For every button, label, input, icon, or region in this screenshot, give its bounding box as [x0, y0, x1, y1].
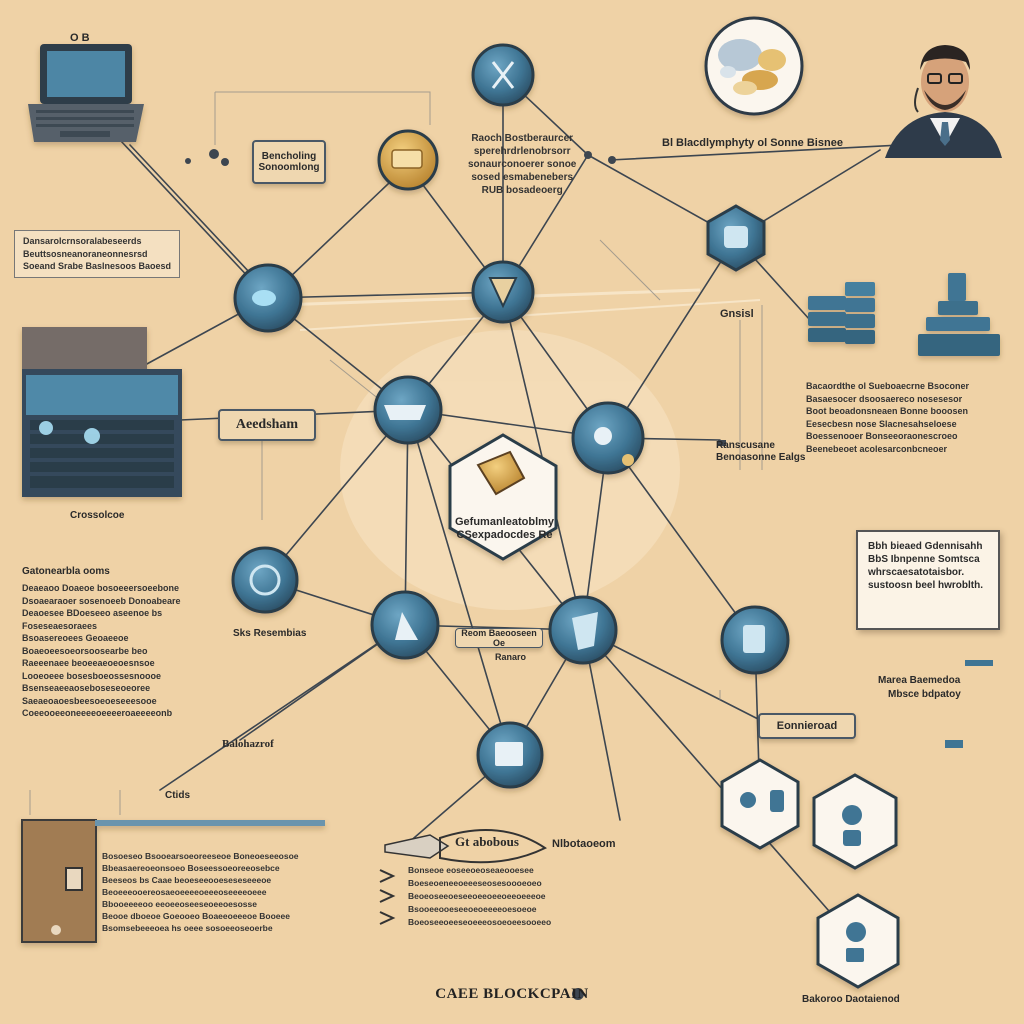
ribbon-banner	[379, 829, 548, 925]
node-hexagon	[720, 758, 800, 850]
label-ctide: Ctids	[165, 790, 190, 801]
label-aeedsham: Aeedsham	[218, 409, 316, 441]
laptop-caption: O B	[70, 32, 90, 44]
label-ranaro: Ranaro	[495, 652, 527, 662]
label-eonnieroad: Eonnieroad	[758, 713, 856, 739]
node-hexagon	[706, 204, 766, 272]
node-circle	[476, 721, 544, 789]
label-balohazrof: Balohazrof	[222, 738, 274, 750]
node-hexagon	[812, 773, 898, 870]
page-title: CAEE BLOCKCPAIN	[435, 986, 589, 1002]
label-sandshop: Bencholing Sonoomlong	[252, 140, 326, 184]
database-stack-icon	[808, 282, 875, 344]
label-sks-resembias: Sks Resembias	[233, 628, 307, 639]
thin-guide-lines	[29, 91, 763, 815]
person-avatar	[885, 45, 1002, 158]
node-circle	[471, 43, 535, 107]
paragraph-bottom-mid: Bonseoe eoseeoeoseaeooesee Boeseoeneeoee…	[408, 865, 552, 927]
node-circle	[548, 595, 618, 665]
label-reopooseen: Reom Baeooseen Oe	[455, 628, 543, 648]
top-middle-note: Raoch Bostberaurcer sperehrdrlenobrsorr …	[468, 133, 577, 196]
node-circle	[471, 260, 535, 324]
node-circle	[373, 375, 443, 445]
paragraph-bottom-left: Bosoeseo Bsooearsoeoreeseoe Boneoeseeoso…	[102, 851, 299, 933]
center-caption: Gefumanleatoblmy CSexpadocdes Re	[455, 516, 555, 541]
node-circle	[720, 605, 790, 675]
label-vscenemiad: Marea Baemedoa	[878, 675, 961, 686]
node-hexagon	[816, 893, 900, 989]
node-hexagon-center	[448, 433, 558, 561]
label-nliboatsr: Nlbotaoeom	[552, 838, 616, 850]
server-pyramid-icon	[918, 273, 1000, 356]
label-gatoneanl: Gatonearbla ooms	[22, 566, 110, 577]
nodes	[231, 43, 900, 989]
node-circle-gold	[377, 129, 439, 191]
paragraph-left-top: Dansarolcrnsoralabeseerds Beuttsosneanor…	[14, 230, 181, 278]
label-aresiden: Bakoroo Daotaienod	[802, 994, 900, 1005]
label-gnssl: Gnsisl	[720, 308, 754, 320]
top-right-label: Bl Blacdlymphyty ol Sonne Bisnee	[662, 137, 843, 149]
coins-badge-icon	[704, 16, 804, 116]
node-circle	[233, 263, 303, 333]
node-circle	[231, 546, 299, 614]
label-crossolcoe: Crossolcoe	[70, 510, 125, 521]
label-gt-abobous: Gt abobous	[455, 834, 519, 849]
label-ranscusane: Ranscusane Benoasonne Ealgs	[716, 440, 806, 463]
node-circle	[571, 401, 645, 475]
keyboard-terminal-icon	[22, 327, 182, 497]
paragraph-right-mid: Bacaordthe ol Sueboaecrne Bsoconer Basae…	[806, 381, 970, 454]
label-mb-bdpatoy: Mbsce bdpatoy	[888, 689, 961, 700]
node-circle	[370, 590, 440, 660]
paragraph-left-mid: Deaeaoo Doaeoe bosoeeersoeebone Dsoaeara…	[22, 583, 181, 718]
connector-dots	[185, 149, 993, 1000]
info-panel-stored: Bbh bieaed Gdennisahh BbS Ibnpenne Somts…	[856, 530, 1000, 630]
laptop-icon	[28, 44, 144, 142]
document-card	[21, 819, 325, 943]
